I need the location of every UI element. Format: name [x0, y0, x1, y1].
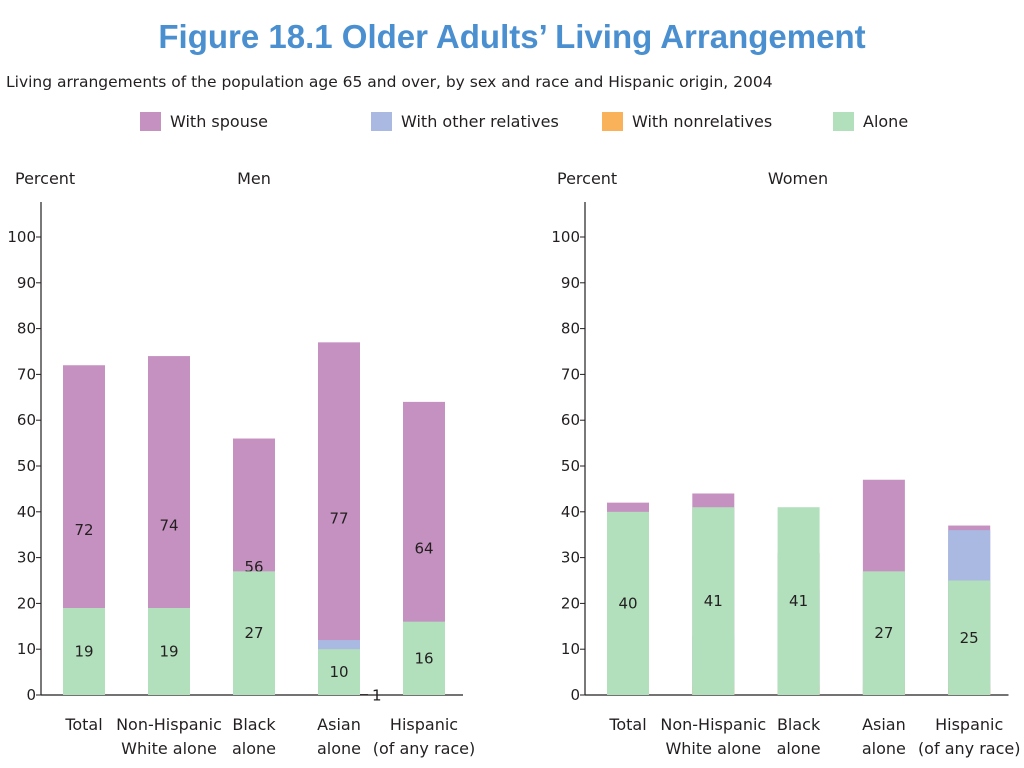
category-label: alone	[317, 739, 361, 758]
value-label: 19	[74, 642, 93, 660]
legend-swatch-with-other-relatives	[371, 112, 392, 131]
y-tick-label: 50	[17, 457, 36, 475]
y-tick-label: 70	[17, 365, 36, 383]
bar-segment-alone	[148, 607, 190, 695]
category-label: Total	[64, 715, 102, 734]
legend-swatch-with-spouse	[140, 112, 161, 131]
bar-segment-alone	[63, 607, 105, 695]
y-tick-label: 70	[561, 365, 580, 383]
category-label: Asian	[862, 715, 906, 734]
y-tick-label: 40	[17, 503, 36, 521]
category-label: Black	[232, 715, 276, 734]
category-label: alone	[232, 739, 276, 758]
value-label: 74	[159, 517, 178, 535]
figure-title: Figure 18.1 Older Adults’ Living Arrange…	[158, 18, 866, 55]
value-label: 41	[789, 592, 808, 610]
value-label: 1	[372, 687, 382, 705]
y-tick-label: 0	[26, 686, 36, 704]
y-tick-label: 10	[561, 640, 580, 658]
value-label: 27	[874, 624, 893, 642]
y-tick-label: 80	[561, 320, 580, 338]
y-tick-label: 0	[570, 686, 580, 704]
legend-label-with-other-relatives: With other relatives	[401, 112, 559, 131]
category-label: Non-Hispanic	[116, 715, 222, 734]
y-tick-label: 20	[17, 594, 36, 612]
y-axis-label: Percent	[15, 169, 75, 188]
chart-legend: With spouse With other relatives With no…	[140, 112, 940, 136]
category-label: Non-Hispanic	[660, 715, 766, 734]
value-label: 19	[159, 642, 178, 660]
y-tick-label: 60	[17, 411, 36, 429]
value-label: 16	[414, 649, 433, 667]
men-chart-panel: MenPercent0102030405060708090100726319To…	[7, 169, 475, 758]
legend-item-alone: Alone	[833, 112, 908, 131]
panel-title-women: Women	[768, 169, 828, 188]
value-label: 77	[329, 510, 348, 528]
y-axis-label: Percent	[557, 169, 617, 188]
category-label: Asian	[317, 715, 361, 734]
value-label: 10	[329, 663, 348, 681]
category-label: Total	[608, 715, 646, 734]
legend-item-with-other-relatives: With other relatives	[371, 112, 559, 131]
y-tick-label: 20	[561, 594, 580, 612]
y-tick-label: 60	[561, 411, 580, 429]
bar-segment-alone	[233, 571, 275, 695]
category-label: Hispanic	[390, 715, 458, 734]
y-tick-label: 100	[7, 228, 36, 246]
legend-swatch-alone	[833, 112, 854, 131]
legend-item-with-nonrelatives: With nonrelatives	[602, 112, 772, 131]
y-tick-label: 30	[17, 549, 36, 567]
bar-segment-alone	[777, 507, 820, 695]
panel-title-men: Men	[237, 169, 271, 188]
bar-segment-alone	[692, 507, 735, 695]
value-label: 41	[704, 592, 723, 610]
legend-label-with-spouse: With spouse	[170, 112, 269, 131]
y-tick-label: 10	[17, 640, 36, 658]
legend-swatch-with-nonrelatives	[602, 112, 623, 131]
bar-segment-alone	[607, 511, 649, 695]
value-label: 27	[244, 624, 263, 642]
bar-segment-alone	[318, 649, 360, 695]
y-tick-label: 80	[17, 320, 36, 338]
value-label: 40	[618, 594, 637, 612]
y-tick-label: 90	[561, 274, 580, 292]
value-label: 72	[74, 521, 93, 539]
category-label: Black	[777, 715, 821, 734]
y-tick-label: 40	[561, 503, 580, 521]
legend-label-alone: Alone	[863, 112, 909, 131]
women-chart-panel: WomenPercent0102030405060708090100421724…	[551, 169, 1020, 758]
category-label: (of any race)	[373, 739, 476, 758]
legend-item-with-spouse: With spouse	[140, 112, 268, 131]
category-label: alone	[862, 739, 906, 758]
value-label: 25	[960, 629, 979, 647]
y-tick-label: 30	[561, 549, 580, 567]
category-label: alone	[777, 739, 821, 758]
y-tick-label: 90	[17, 274, 36, 292]
category-label: Hispanic	[935, 715, 1003, 734]
category-label: White alone	[121, 739, 217, 758]
bar-segment-alone	[948, 580, 991, 695]
category-label: White alone	[665, 739, 761, 758]
figure-subtitle: Living arrangements of the population ag…	[6, 73, 773, 91]
y-tick-label: 100	[551, 228, 580, 246]
value-label: 56	[244, 558, 263, 576]
category-label: (of any race)	[918, 739, 1021, 758]
legend-label-with-nonrelatives: With nonrelatives	[632, 112, 773, 131]
value-label: 64	[414, 539, 433, 557]
bar-segment-with-spouse	[318, 342, 360, 695]
y-tick-label: 50	[561, 457, 580, 475]
bar-segment-alone	[862, 571, 905, 695]
bar-segment-alone	[403, 621, 445, 695]
